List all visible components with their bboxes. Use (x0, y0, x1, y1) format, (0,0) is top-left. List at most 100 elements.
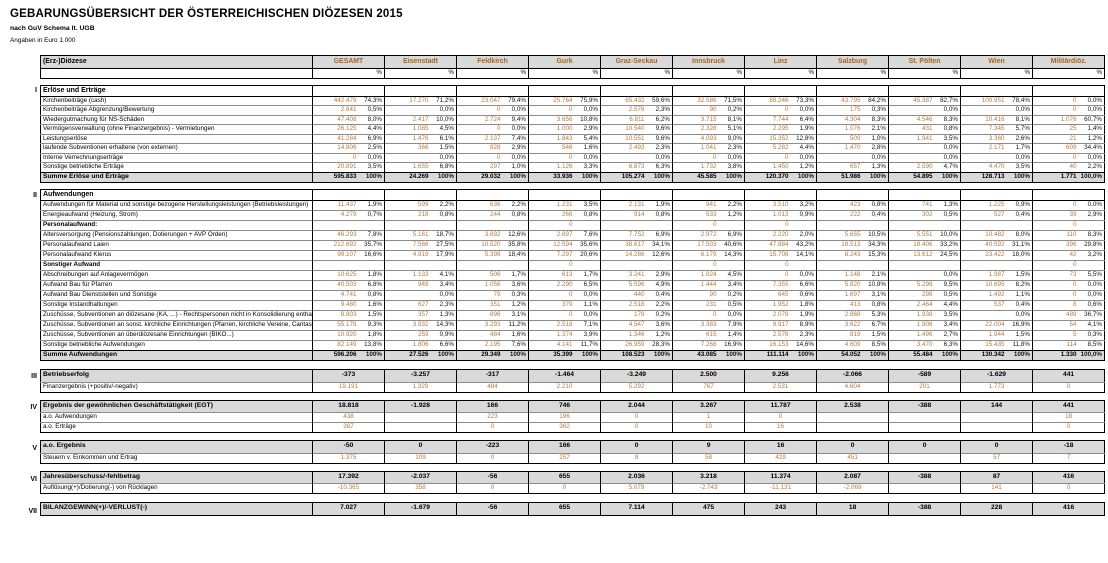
table-row: a.o. Erträge 387 0 362 0 10 16 0 (40, 422, 1105, 433)
cell-value: 4.919 (384, 249, 431, 260)
cell-percent: 16,9% (718, 339, 745, 350)
cell-percent: 0,6% (790, 289, 817, 300)
cell-value: 4.093 (672, 133, 719, 144)
cell-value: 18 (1032, 412, 1105, 423)
cell-value: 1.000 (528, 124, 575, 134)
cell-value: 0 (1032, 152, 1079, 163)
cell-value: 15.435 (960, 339, 1007, 350)
empty-cell (312, 85, 359, 97)
cell-value: 0 (600, 422, 673, 433)
cell-percent: 17,9% (430, 249, 457, 260)
cell-percent: 5,3% (862, 309, 889, 320)
cell-percent: 0,8% (358, 289, 385, 300)
cell-percent: 9,6% (646, 124, 673, 134)
empty-cell (862, 85, 889, 97)
cell-value: -56 (455, 502, 529, 515)
cell-value: 29.349 (456, 349, 503, 361)
cell-value: 222 (816, 209, 863, 220)
cell-value: 259 (384, 329, 431, 340)
cell-value: 51.986 (816, 171, 863, 183)
cell-value: 2.538 (816, 400, 889, 413)
cell-value: 896 (456, 309, 503, 320)
table-row: Personalaufwand: 0 0 0 0 (40, 219, 1105, 230)
table-row: Personalaufwand Klerus 99.107 16,6% 4.919 17… (40, 249, 1105, 260)
cell-percent: 4,4% (934, 299, 961, 310)
cell-value: 2.724 (456, 114, 503, 125)
cell-value: 19.191 (311, 381, 385, 392)
cell-value: 25 (1032, 124, 1079, 134)
roman-numeral-VII: VII (28, 508, 37, 515)
cell-percent: 2,9% (502, 143, 529, 153)
cell-percent: 6,9% (646, 229, 673, 240)
cell-percent: 0,0% (718, 309, 745, 320)
cell-value: 15.352 (744, 133, 791, 144)
roman-numeral-III: III (31, 373, 37, 380)
cell-value: 0 (1032, 381, 1105, 392)
cell-value: 2.290 (528, 279, 575, 290)
percent-subheader-row: %%%%%%%%%%% (41, 68, 1105, 79)
cell-value: 73 (1032, 269, 1079, 280)
cell-value: 128.713 (960, 171, 1007, 183)
cell-percent: 1,9% (358, 199, 385, 210)
cell-value: 43.795 (816, 95, 863, 106)
cell-percent: 0,3% (862, 105, 889, 115)
cell-value: 1.013 (744, 209, 791, 220)
cell-percent: 2,9% (574, 124, 601, 134)
cell-value (816, 259, 863, 270)
empty-cell (934, 189, 961, 201)
cell-percent (646, 259, 673, 270)
cell-percent: 2,7% (934, 329, 961, 340)
cell-value (960, 219, 1007, 230)
cell-percent: 28,3% (646, 339, 673, 350)
roman-numeral-IV: IV (30, 404, 37, 411)
cell-percent: 1,2% (790, 162, 817, 172)
diocese-header-7: Salzburg (816, 55, 889, 69)
cell-percent (862, 219, 889, 230)
percent-symbol: % (736, 69, 743, 77)
cell-value: 438 (312, 412, 385, 423)
cell-percent: 0,0% (790, 105, 817, 115)
cell-percent: 2,1% (862, 269, 889, 280)
cell-percent: 9,5% (934, 279, 961, 290)
cell-percent: 0,2% (718, 289, 745, 300)
cell-value: -3.257 (384, 369, 457, 382)
cell-percent: 3,1% (502, 309, 529, 320)
cell-value: 4.279 (312, 209, 359, 220)
table-row: Aufwand Bau für Pfarren 40.503 6,8% 949 3,4%… (40, 279, 1105, 290)
cell-percent: 2,3% (718, 143, 745, 153)
cell-percent: 4,5% (430, 124, 457, 134)
cell-percent: 0,0% (1078, 105, 1105, 115)
cell-percent: 12,6% (502, 229, 529, 240)
cell-percent (646, 219, 673, 230)
cell-value: 2.493 (600, 143, 647, 153)
cell-value: 1.806 (384, 339, 431, 350)
row-label: Energieaufwand (Heizung, Strom) (40, 209, 313, 220)
cell-percent: 40,6% (718, 239, 745, 250)
table-row: Wiedergutmachung für NS-Schäden 47.408 8,0… (40, 114, 1105, 125)
cell-value: 0 (1032, 105, 1079, 115)
percent-symbol: % (664, 69, 671, 77)
cell-value: 442.479 (312, 95, 359, 106)
cell-percent: 100,0% (1078, 171, 1105, 183)
cell-percent: 11,7% (574, 339, 601, 350)
row-label: Summe Aufwendungen (40, 349, 313, 361)
cell-value (888, 219, 935, 230)
cell-value: 10.695 (960, 279, 1007, 290)
cell-value: -2.069 (816, 483, 889, 494)
cell-value: 23.422 (960, 249, 1007, 260)
cell-value (384, 422, 457, 433)
percent-symbol: % (880, 69, 887, 77)
cell-value: 9.917 (744, 319, 791, 330)
cell-value: 7.355 (744, 279, 791, 290)
cell-percent: 0,2% (718, 105, 745, 115)
cell-percent: 0,0% (1006, 105, 1033, 115)
cell-percent: 100% (358, 349, 385, 361)
cell-value: 1.496 (888, 329, 935, 340)
cell-percent (574, 219, 601, 230)
cell-value (888, 105, 935, 115)
cell-percent: 10,0% (934, 229, 961, 240)
cell-value: 45.585 (672, 171, 719, 183)
cell-value: 423 (816, 199, 863, 210)
cell-percent: 0,4% (646, 289, 673, 300)
table-row: a.o. Aufwendungen 438 223 196 0 1 0 18 (40, 412, 1105, 423)
